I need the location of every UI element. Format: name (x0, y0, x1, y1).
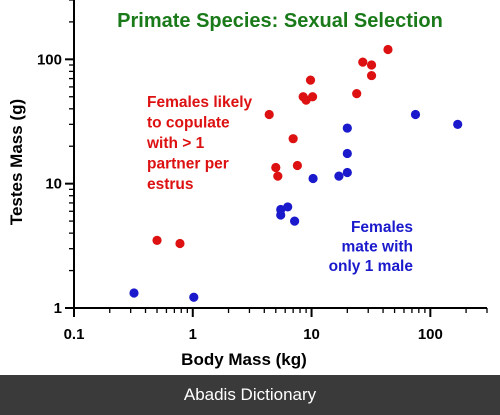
blue-data-point (410, 109, 421, 120)
red-data-point (305, 75, 316, 85)
x-tick-label: 1 (189, 326, 197, 343)
series-annotation-line: estrus (147, 176, 194, 193)
series-annotation-line: with > 1 (146, 135, 205, 152)
red-data-point (383, 44, 393, 55)
y-axis-label: Testes Mass (g) (7, 99, 26, 225)
red-data-point (273, 171, 283, 181)
red-data-point (288, 134, 298, 144)
red-data-point (366, 60, 377, 70)
blue-data-point (283, 202, 293, 212)
annotations: Females likely to copulate with > 1 partner… (146, 94, 413, 275)
x-axis-label: Body Mass (kg) (181, 350, 307, 369)
red-data-point (152, 235, 162, 245)
y-tick-label: 10 (45, 176, 62, 193)
red-data-point (264, 109, 274, 120)
red-data-point (358, 57, 368, 67)
data-points (129, 44, 463, 302)
blue-data-point (290, 216, 300, 226)
x-tick-label: 10 (303, 326, 320, 343)
footer-bar: Abadis Dictionary (0, 375, 500, 415)
series-annotation-line: only 1 male (329, 258, 414, 275)
chart: Primate Species: Sexual Selection 0.1 1 10… (7, 0, 488, 369)
x-tick-label: 100 (418, 326, 443, 343)
blue-data-point (308, 173, 318, 184)
series-annotation-line: partner per (147, 156, 229, 173)
series-annotation-line: Females likely (147, 94, 253, 111)
blue-data-point (334, 171, 344, 181)
blue-data-point (276, 210, 286, 220)
red-data-point (307, 92, 318, 102)
blue-data-point (342, 167, 352, 178)
chart-title: Primate Species: Sexual Selection (117, 10, 443, 32)
blue-data-point (453, 119, 463, 129)
y-tick-label: 100 (37, 51, 62, 68)
red-data-point (292, 160, 302, 171)
series-annotation-line: mate with (342, 239, 413, 256)
blue-data-point (342, 148, 352, 159)
blue-data-point (342, 123, 352, 133)
red-data-point (352, 89, 362, 99)
blue-data-point (189, 292, 199, 302)
y-tick-label: 1 (54, 300, 62, 317)
blue-data-point (129, 288, 139, 298)
red-data-point (271, 162, 281, 173)
series-annotation-line: Females (351, 219, 413, 236)
red-data-point (175, 238, 185, 249)
red-data-point (366, 70, 377, 81)
series-annotation-line: to copulate (147, 115, 230, 132)
axes (73, 0, 487, 309)
footer-text: Abadis Dictionary (183, 385, 317, 404)
x-tick-label: 0.1 (64, 326, 85, 343)
